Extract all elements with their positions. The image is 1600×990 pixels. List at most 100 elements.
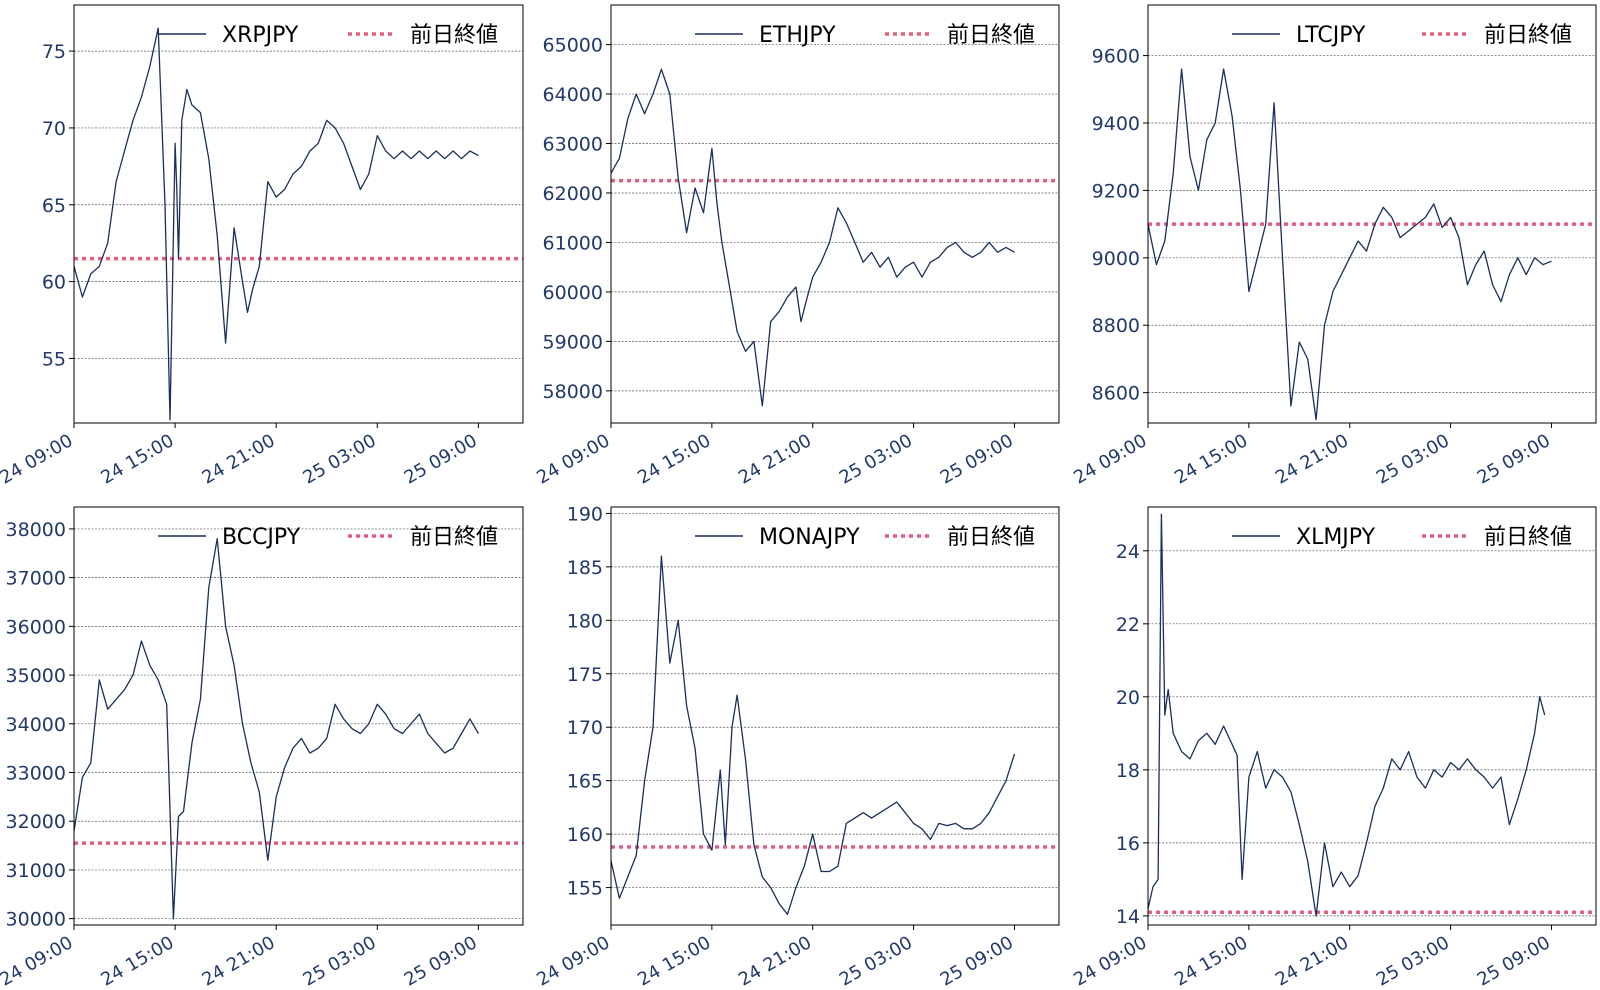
price-line-xrpjpy	[73, 27, 479, 421]
y-tick-label: 30000	[6, 909, 66, 931]
x-tick-label: 24 15:00	[97, 932, 177, 990]
y-tick-label: 34000	[6, 714, 66, 736]
x-tick-label: 24 09:00	[1070, 932, 1150, 990]
y-tick-label: 22	[1116, 614, 1140, 636]
x-tick-label: 24 15:00	[634, 430, 714, 488]
x-tick-label: 24 15:00	[1171, 430, 1251, 488]
y-tick-label: 190	[567, 503, 603, 525]
x-tick-label: 24 09:00	[0, 932, 76, 990]
x-tick-label: 24 21:00	[1272, 430, 1352, 488]
plot-frame	[610, 506, 1060, 926]
legend-prev-close-label: 前日終値	[410, 23, 498, 48]
x-tick-label: 25 03:00	[1373, 932, 1453, 990]
y-tick-label: 59000	[543, 331, 603, 353]
y-tick-label: 20	[1116, 687, 1140, 709]
price-line-monajpy	[610, 555, 1016, 915]
chart-panel-ltcjpy: 8600 8800 9000 9200 9400 9600 24 09:00 24 15:00…	[1070, 4, 1597, 489]
legend-prev-close-label: 前日終値	[947, 23, 1035, 48]
legend-prev-close-label: 前日終値	[947, 525, 1035, 550]
legend-series-label: XRPJPY	[222, 23, 299, 48]
plot-frame	[1147, 506, 1597, 926]
legend-series-label: MONAJPY	[759, 525, 860, 550]
y-tick-label: 63000	[543, 134, 603, 156]
y-tick-label: 31000	[6, 860, 66, 882]
y-tick-label: 185	[567, 557, 603, 579]
y-tick-label: 33000	[6, 763, 66, 785]
y-tick-label: 9200	[1092, 180, 1140, 202]
y-tick-label: 8600	[1092, 383, 1140, 405]
y-tick-label: 18	[1116, 760, 1140, 782]
plot-frame	[610, 4, 1060, 424]
y-tick-label: 60000	[543, 282, 603, 304]
legend-series-label: ETHJPY	[759, 23, 836, 48]
x-tick-label: 24 09:00	[0, 430, 76, 488]
price-line-xlmjpy	[1147, 513, 1546, 917]
chart-panel-xrpjpy: 55 60 65 70 75 24 09:00 24 15:00 24 21:00 25 03:…	[0, 4, 524, 489]
x-tick-label: 25 09:00	[401, 932, 481, 990]
y-tick-label: 9000	[1092, 248, 1140, 270]
x-tick-label: 24 09:00	[533, 932, 613, 990]
y-tick-label: 38000	[6, 519, 66, 541]
y-tick-label: 55	[42, 348, 66, 370]
y-tick-label: 58000	[543, 381, 603, 403]
x-tick-label: 24 21:00	[198, 430, 278, 488]
x-tick-label: 25 03:00	[836, 430, 916, 488]
y-tick-label: 24	[1116, 541, 1140, 563]
legend-prev-close-label: 前日終値	[1484, 525, 1572, 550]
legend-series-label: LTCJPY	[1296, 23, 1366, 48]
y-tick-label: 36000	[6, 616, 66, 638]
y-tick-label: 175	[567, 664, 603, 686]
x-tick-label: 24 15:00	[97, 430, 177, 488]
y-tick-label: 14	[1116, 906, 1140, 928]
x-tick-label: 24 21:00	[735, 932, 815, 990]
chart-panel-monajpy: 155 160 165 170 175 180 185 190 24 09:00 24 15:00…	[533, 503, 1060, 990]
y-tick-label: 62000	[543, 183, 603, 205]
y-tick-label: 9600	[1092, 46, 1140, 68]
y-tick-label: 170	[567, 717, 603, 739]
y-tick-label: 180	[567, 610, 603, 632]
y-tick-label: 37000	[6, 568, 66, 590]
x-tick-label: 25 09:00	[401, 430, 481, 488]
x-tick-label: 25 03:00	[1373, 430, 1453, 488]
price-line-ethjpy	[610, 68, 1015, 407]
y-tick-label: 9400	[1092, 113, 1140, 135]
y-tick-label: 160	[567, 824, 603, 846]
y-tick-label: 70	[42, 118, 66, 140]
y-tick-label: 75	[42, 41, 66, 63]
legend-prev-close-label: 前日終値	[410, 525, 498, 550]
legend-series-label: XLMJPY	[1296, 525, 1376, 550]
y-tick-label: 65	[42, 195, 66, 217]
y-tick-label: 32000	[6, 811, 66, 833]
x-tick-label: 24 21:00	[1272, 932, 1352, 990]
y-tick-label: 64000	[543, 84, 603, 106]
x-tick-label: 24 09:00	[533, 430, 613, 488]
chart-panel-ethjpy: 58000 59000 60000 61000 62000 63000 64000 65000…	[533, 4, 1060, 489]
y-tick-label: 16	[1116, 833, 1140, 855]
x-tick-label: 25 03:00	[300, 430, 380, 488]
y-tick-label: 35000	[6, 665, 66, 687]
y-tick-label: 65000	[543, 35, 603, 57]
chart-panel-bccjpy: 30000 31000 32000 33000 34000 35000 36000 37000…	[0, 506, 524, 990]
legend-series-label: BCCJPY	[222, 525, 301, 550]
price-line-ltcjpy	[1147, 68, 1552, 421]
x-tick-label: 25 09:00	[937, 932, 1017, 990]
chart-panel-xlmjpy: 14 16 18 20 22 24 24 09:00 24 15:00 24 21:00 25 0…	[1070, 506, 1597, 990]
x-tick-label: 25 03:00	[300, 932, 380, 990]
plot-frame	[73, 506, 524, 926]
x-tick-label: 24 21:00	[735, 430, 815, 488]
x-tick-label: 24 21:00	[198, 932, 278, 990]
x-tick-label: 24 09:00	[1070, 430, 1150, 488]
x-tick-label: 25 09:00	[1474, 430, 1554, 488]
x-tick-label: 24 15:00	[634, 932, 714, 990]
x-tick-label: 25 09:00	[1474, 932, 1554, 990]
legend-prev-close-label: 前日終値	[1484, 23, 1572, 48]
y-tick-label: 60	[42, 272, 66, 294]
y-tick-label: 155	[567, 878, 603, 900]
y-tick-label: 61000	[543, 232, 603, 254]
y-tick-label: 8800	[1092, 315, 1140, 337]
plot-frame	[1147, 4, 1597, 424]
plot-frame	[73, 4, 524, 424]
x-tick-label: 25 03:00	[836, 932, 916, 990]
price-line-bccjpy	[73, 538, 479, 920]
